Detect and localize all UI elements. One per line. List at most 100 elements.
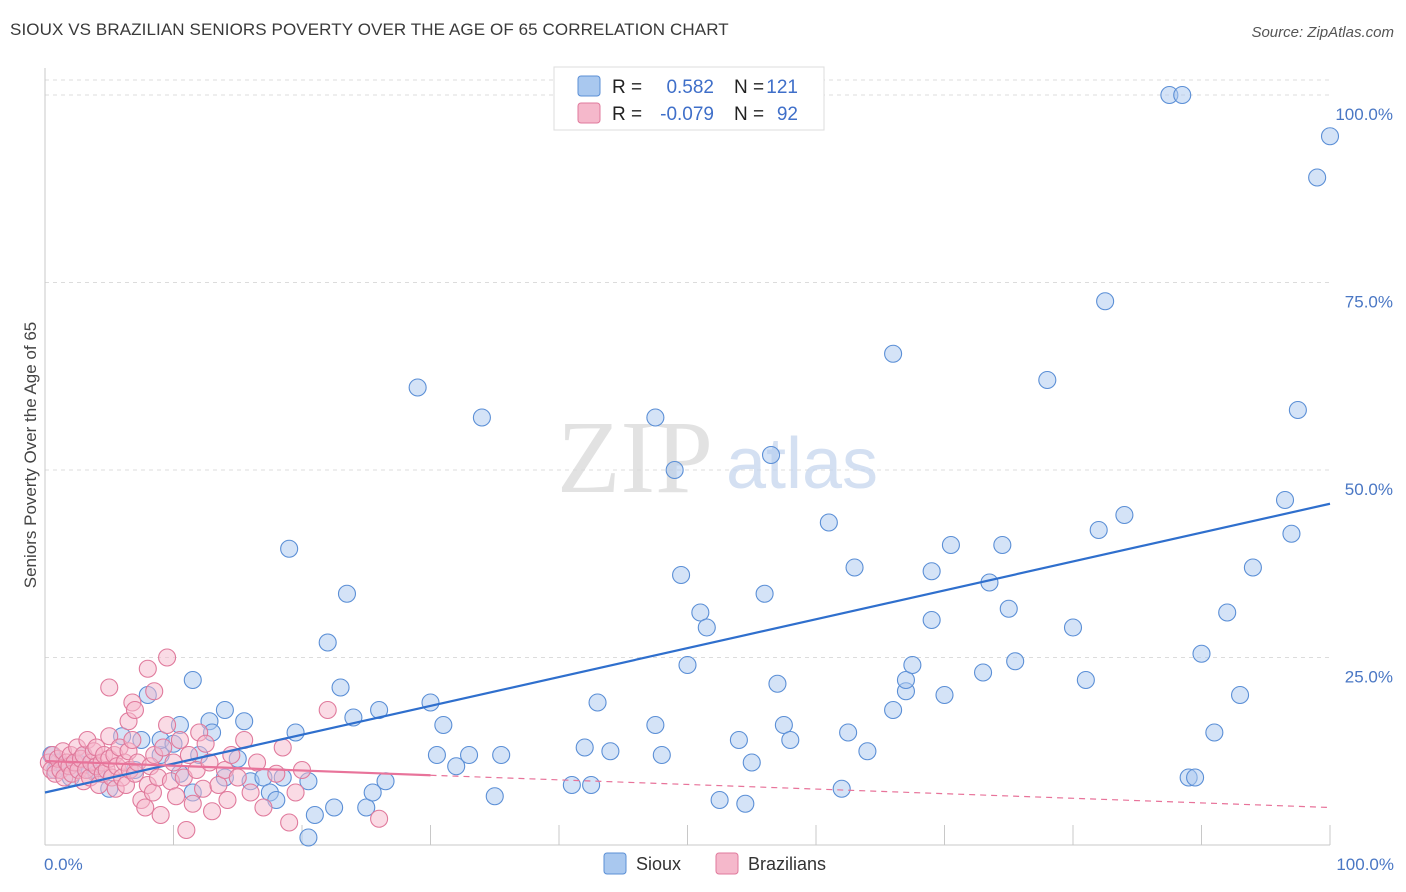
sioux-point-99 bbox=[1076, 670, 1095, 690]
sioux-point-33 bbox=[280, 539, 299, 558]
brazilians-point-77 bbox=[254, 798, 273, 817]
brazilians-point-90 bbox=[318, 700, 337, 720]
legend-n-value-brazilians: 92 bbox=[777, 104, 798, 125]
sioux-point-87 bbox=[903, 655, 922, 675]
bottom-legend-label-sioux[interactable]: Sioux bbox=[636, 854, 681, 874]
sioux-point-92 bbox=[973, 663, 993, 682]
sioux-point-79 bbox=[832, 779, 851, 798]
brazilians-point-60 bbox=[177, 820, 196, 840]
trend-lines bbox=[44, 502, 1331, 809]
brazilians-point-54 bbox=[158, 715, 177, 735]
brazilians-point-57 bbox=[167, 787, 186, 806]
sioux-point-56 bbox=[562, 775, 581, 795]
sioux-point-70 bbox=[729, 730, 748, 750]
brazilians-point-30 bbox=[100, 727, 119, 746]
sioux-point-83 bbox=[884, 700, 903, 720]
legend-n-value-sioux: 121 bbox=[766, 77, 798, 98]
sioux-point-111 bbox=[1243, 558, 1262, 577]
sioux-point-63 bbox=[652, 745, 671, 765]
chart-title: SIOUX VS BRAZILIAN SENIORS POVERTY OVER … bbox=[10, 20, 729, 39]
bottom-legend-label-brazilians[interactable]: Brazilians bbox=[748, 854, 826, 874]
sioux-point-115 bbox=[1308, 168, 1327, 187]
sioux-point-65 bbox=[672, 565, 691, 585]
sioux-point-114 bbox=[1288, 400, 1307, 420]
brazilians-trend-line bbox=[44, 759, 431, 777]
sioux-point-53 bbox=[472, 408, 491, 427]
brazilians-point-71 bbox=[218, 790, 237, 810]
brazilians-point-52 bbox=[151, 805, 170, 825]
legend: R = 0.582 N = 121 R = -0.079 N = 92 bbox=[553, 66, 825, 131]
bottom-legend: Sioux Brazilians bbox=[603, 852, 826, 875]
sioux-point-38 bbox=[318, 633, 337, 652]
brazilians-point-76 bbox=[247, 753, 267, 772]
sioux-point-91 bbox=[941, 535, 960, 555]
brazilians-point-79 bbox=[273, 738, 292, 757]
legend-r-label-sioux: R = bbox=[612, 77, 642, 98]
sioux-point-68 bbox=[697, 618, 716, 637]
sioux-point-100 bbox=[1089, 520, 1108, 540]
sioux-point-64 bbox=[665, 460, 684, 480]
sioux-point-54 bbox=[485, 787, 504, 806]
brazilians-point-88 bbox=[158, 648, 177, 667]
sioux-point-51 bbox=[447, 757, 466, 776]
sioux-point-62 bbox=[646, 715, 665, 735]
sioux-point-20 bbox=[183, 670, 202, 690]
sioux-point-60 bbox=[601, 742, 620, 761]
sioux-point-81 bbox=[845, 558, 864, 577]
brazilians-point-58 bbox=[170, 730, 189, 750]
sioux-point-46 bbox=[376, 772, 395, 791]
sioux-point-104 bbox=[1173, 85, 1192, 105]
brazilians-point-53 bbox=[154, 738, 173, 757]
sioux-point-109 bbox=[1218, 603, 1237, 622]
sioux-point-72 bbox=[742, 753, 761, 772]
watermark: ZIP atlas bbox=[557, 400, 878, 515]
brazilians-point-75 bbox=[241, 783, 260, 802]
sioux-point-102 bbox=[1115, 505, 1134, 525]
chart-source: Source: ZipAtlas.com bbox=[1251, 24, 1394, 41]
brazilians-point-69 bbox=[209, 775, 228, 795]
brazilians-point-86 bbox=[138, 659, 157, 678]
sioux-point-61 bbox=[646, 408, 665, 427]
legend-swatch-sioux bbox=[577, 75, 601, 97]
sioux-point-86 bbox=[896, 670, 916, 690]
sioux-point-43 bbox=[357, 798, 376, 817]
sioux-point-90 bbox=[935, 685, 954, 705]
legend-n-label-brazilians: N = bbox=[734, 104, 764, 125]
brazilians-point-78 bbox=[267, 764, 286, 783]
sioux-point-57 bbox=[575, 738, 594, 757]
x-tick-label-right: 100.0% bbox=[1336, 855, 1394, 874]
bottom-legend-swatch-sioux[interactable] bbox=[603, 852, 627, 875]
y-tick-labels: 25.0% 50.0% 75.0% 100.0% bbox=[1335, 105, 1393, 687]
sioux-point-110 bbox=[1231, 685, 1250, 705]
sioux-point-112 bbox=[1275, 490, 1295, 510]
sioux-point-94 bbox=[993, 535, 1012, 555]
legend-swatch-brazilians bbox=[577, 102, 601, 124]
x-tick-labels: 0.0% 100.0% bbox=[44, 855, 1394, 874]
sioux-point-50 bbox=[434, 715, 453, 735]
bottom-legend-swatch-brazilians[interactable] bbox=[715, 852, 739, 875]
sioux-point-80 bbox=[839, 723, 858, 742]
sioux-point-37 bbox=[305, 805, 324, 825]
brazilians-point-49 bbox=[143, 783, 162, 802]
brazilians-point-65 bbox=[194, 779, 213, 798]
sioux-point-76 bbox=[774, 715, 793, 735]
legend-n-label-sioux: N = bbox=[734, 77, 764, 98]
sioux-point-39 bbox=[325, 798, 344, 817]
sioux-point-55 bbox=[492, 745, 511, 765]
brazilians-point-83 bbox=[100, 678, 119, 697]
sioux-point-24 bbox=[215, 700, 234, 720]
sioux-point-48 bbox=[421, 693, 440, 712]
y-tick-label-0: 25.0% bbox=[1345, 668, 1393, 687]
brazilians-point-68 bbox=[203, 802, 222, 821]
sioux-point-59 bbox=[588, 693, 607, 712]
sioux-point-113 bbox=[1282, 524, 1301, 543]
sioux-point-27 bbox=[235, 712, 254, 731]
sioux-point-69 bbox=[710, 790, 729, 810]
sioux-point-116 bbox=[1320, 127, 1340, 146]
sioux-point-44 bbox=[363, 783, 382, 802]
sioux-point-35 bbox=[299, 828, 318, 847]
sioux-point-71 bbox=[736, 794, 755, 813]
sioux-point-101 bbox=[1096, 292, 1115, 311]
sioux-trend-line bbox=[44, 502, 1331, 794]
